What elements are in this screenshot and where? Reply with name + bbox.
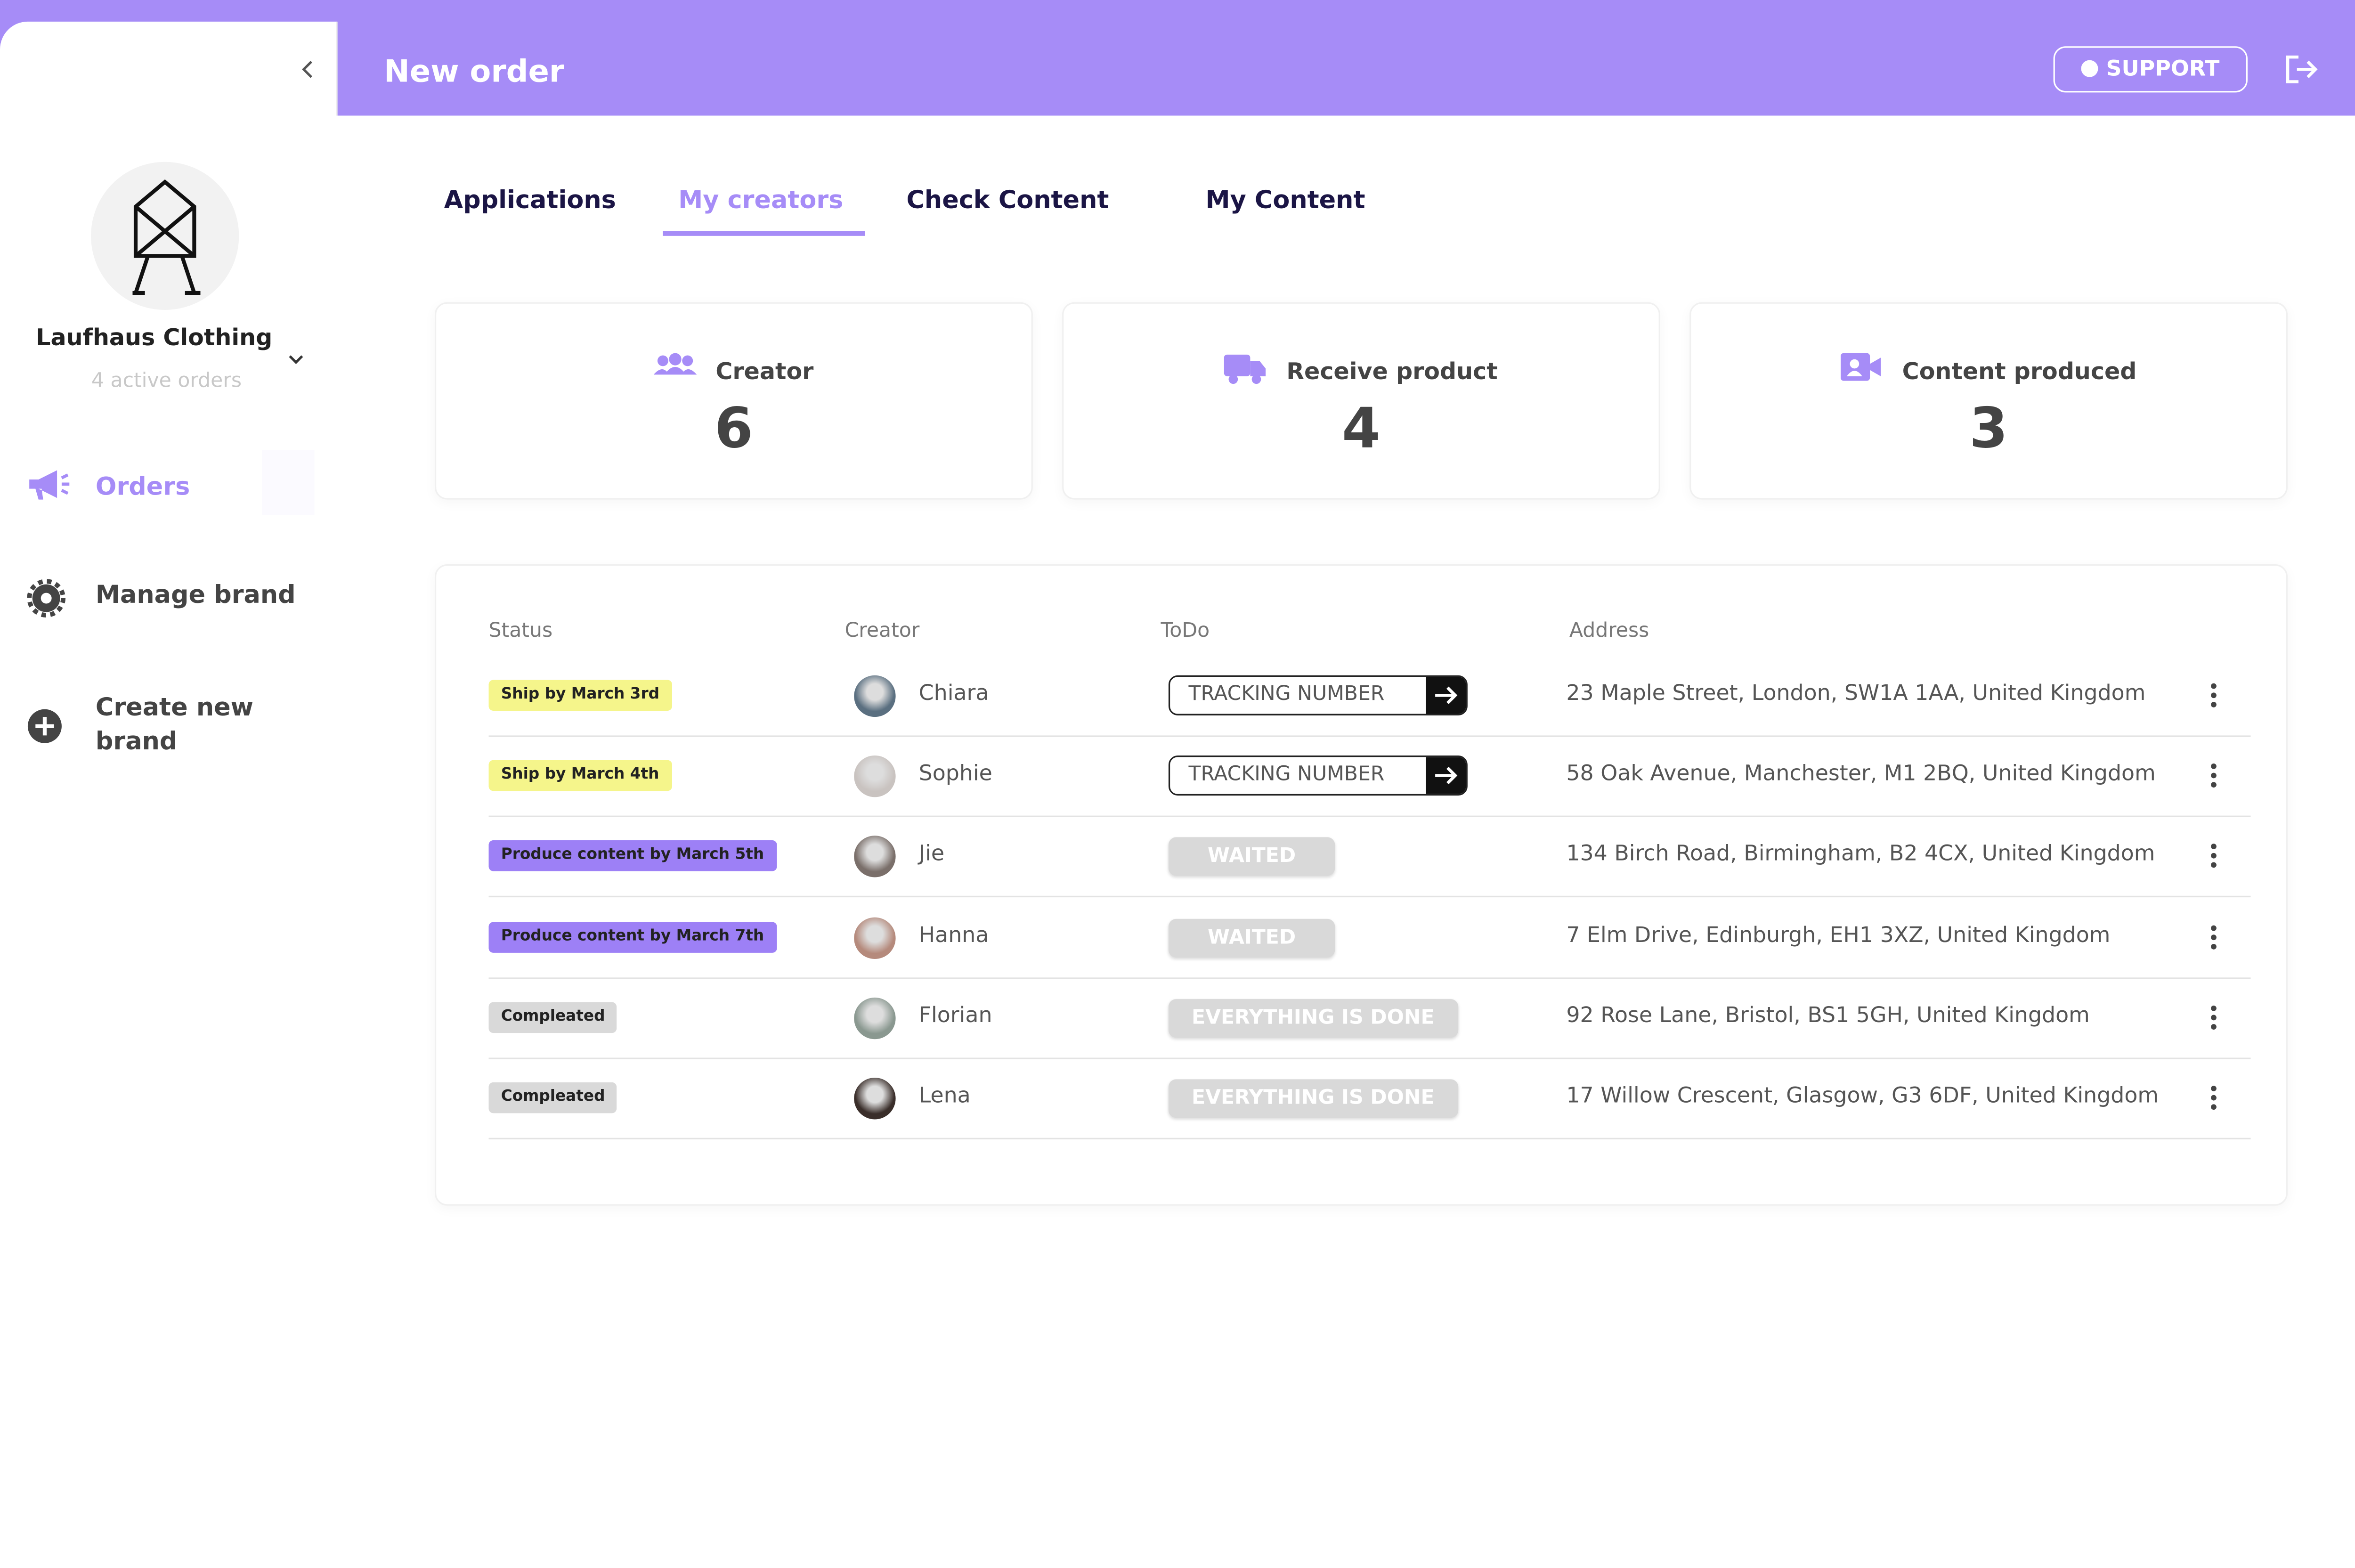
stat-card bbox=[434, 302, 1033, 500]
address: 23 Maple Street, London, SW1A 1AA, Unite… bbox=[1566, 681, 2146, 707]
stat-card bbox=[1689, 302, 2288, 500]
stat-value: 4 bbox=[1342, 398, 1381, 461]
column-header: Address bbox=[1569, 619, 1649, 643]
sidebar: Laufhaus Clothing 4 active orders Orders… bbox=[0, 21, 338, 1568]
stat-icon bbox=[654, 353, 698, 375]
stat-label-row: Creator bbox=[435, 351, 1033, 385]
nav-item[interactable]: Manage brand bbox=[95, 579, 296, 609]
avatar bbox=[854, 997, 896, 1039]
row-menu[interactable] bbox=[2204, 923, 2223, 951]
nav-item[interactable]: Create new brand bbox=[95, 692, 253, 756]
add-icon bbox=[27, 709, 62, 743]
stat-label: Receive product bbox=[1286, 357, 1498, 386]
arrow-button[interactable] bbox=[1426, 757, 1466, 795]
status-badge: Produce content by March 5th bbox=[488, 841, 777, 872]
tab[interactable]: Applications bbox=[444, 185, 616, 214]
nav-item[interactable]: Orders bbox=[95, 471, 190, 501]
creator-name: Florian bbox=[918, 1003, 992, 1028]
address: 17 Willow Crescent, Glasgow, G3 6DF, Uni… bbox=[1566, 1084, 2159, 1109]
tab[interactable]: My creators bbox=[678, 185, 844, 214]
column-header: Creator bbox=[845, 619, 920, 643]
address: 134 Birch Road, Birmingham, B2 4CX, Unit… bbox=[1566, 842, 2155, 867]
tracking-button[interactable]: TRACKING NUMBER bbox=[1168, 756, 1468, 796]
column-header: Status bbox=[488, 619, 553, 643]
row-divider bbox=[488, 1057, 2251, 1059]
avatar bbox=[854, 836, 896, 878]
support-button[interactable]: SUPPORT bbox=[2053, 46, 2248, 93]
brand-name[interactable]: Laufhaus Clothing bbox=[36, 324, 273, 352]
active-orders: 4 active orders bbox=[91, 370, 242, 393]
stat-label: Content produced bbox=[1902, 357, 2137, 386]
collapse-icon[interactable] bbox=[298, 58, 319, 80]
status-badge: Ship by March 4th bbox=[488, 760, 672, 791]
address: 58 Oak Avenue, Manchester, M1 2BQ, Unite… bbox=[1566, 762, 2156, 787]
tab[interactable]: My Content bbox=[1205, 185, 1365, 214]
stat-card bbox=[1062, 302, 1660, 500]
support-label[interactable]: SUPPORT bbox=[2106, 57, 2220, 82]
column-header: ToDo bbox=[1161, 619, 1210, 643]
status-badge: Ship by March 3rd bbox=[488, 680, 672, 711]
row-divider bbox=[488, 816, 2251, 818]
avatar bbox=[854, 675, 896, 717]
avatar bbox=[854, 917, 896, 959]
stat-icon bbox=[1840, 353, 1881, 381]
row-divider bbox=[488, 976, 2251, 979]
settings-icon bbox=[27, 579, 66, 617]
brand-logo bbox=[91, 162, 239, 310]
page-title: New order bbox=[383, 52, 565, 89]
stat-value: 3 bbox=[1969, 398, 2008, 461]
stat-value: 6 bbox=[714, 398, 753, 461]
tracking-button[interactable]: TRACKING NUMBER bbox=[1168, 675, 1468, 715]
creator-name: Jie bbox=[918, 842, 945, 867]
todo-status: EVERYTHING IS DONE bbox=[1168, 1079, 1458, 1118]
todo-status: WAITED bbox=[1168, 918, 1335, 957]
row-divider bbox=[488, 896, 2251, 898]
todo-label[interactable]: TRACKING NUMBER bbox=[1188, 683, 1385, 707]
avatar bbox=[854, 1078, 896, 1120]
nav-highlight bbox=[262, 450, 315, 515]
stat-label-row: Content produced bbox=[1689, 351, 2288, 385]
stat-label-row: Receive product bbox=[1062, 351, 1660, 385]
todo-label[interactable]: TRACKING NUMBER bbox=[1188, 763, 1385, 787]
tab[interactable]: Check Content bbox=[906, 185, 1109, 214]
row-divider bbox=[488, 1137, 2251, 1140]
creator-name: Chiara bbox=[918, 681, 989, 707]
logout-icon[interactable] bbox=[2283, 52, 2320, 86]
todo-status: EVERYTHING IS DONE bbox=[1168, 999, 1458, 1038]
row-menu[interactable] bbox=[2204, 1003, 2223, 1031]
stat-icon bbox=[1225, 354, 1267, 384]
arrow-button[interactable] bbox=[1426, 677, 1466, 714]
address: 92 Rose Lane, Bristol, BS1 5GH, United K… bbox=[1566, 1003, 2090, 1028]
row-menu[interactable] bbox=[2204, 843, 2223, 870]
status-badge: Compleated bbox=[488, 1002, 617, 1033]
row-menu[interactable] bbox=[2204, 682, 2223, 709]
stat-label: Creator bbox=[715, 357, 814, 386]
creator-name: Lena bbox=[918, 1084, 971, 1109]
tab-underline bbox=[663, 231, 865, 236]
creator-name: Hanna bbox=[918, 923, 989, 948]
creator-name: Sophie bbox=[918, 762, 992, 787]
brand-dropdown[interactable] bbox=[287, 350, 305, 368]
todo-status: WAITED bbox=[1168, 837, 1335, 877]
status-badge: Compleated bbox=[488, 1082, 617, 1113]
row-menu[interactable] bbox=[2204, 1084, 2223, 1112]
address: 7 Elm Drive, Edinburgh, EH1 3XZ, United … bbox=[1566, 923, 2111, 948]
orders-icon bbox=[29, 470, 70, 500]
row-divider bbox=[488, 735, 2251, 737]
row-menu[interactable] bbox=[2204, 762, 2223, 790]
status-badge: Produce content by March 7th bbox=[488, 921, 777, 952]
avatar bbox=[854, 756, 896, 797]
